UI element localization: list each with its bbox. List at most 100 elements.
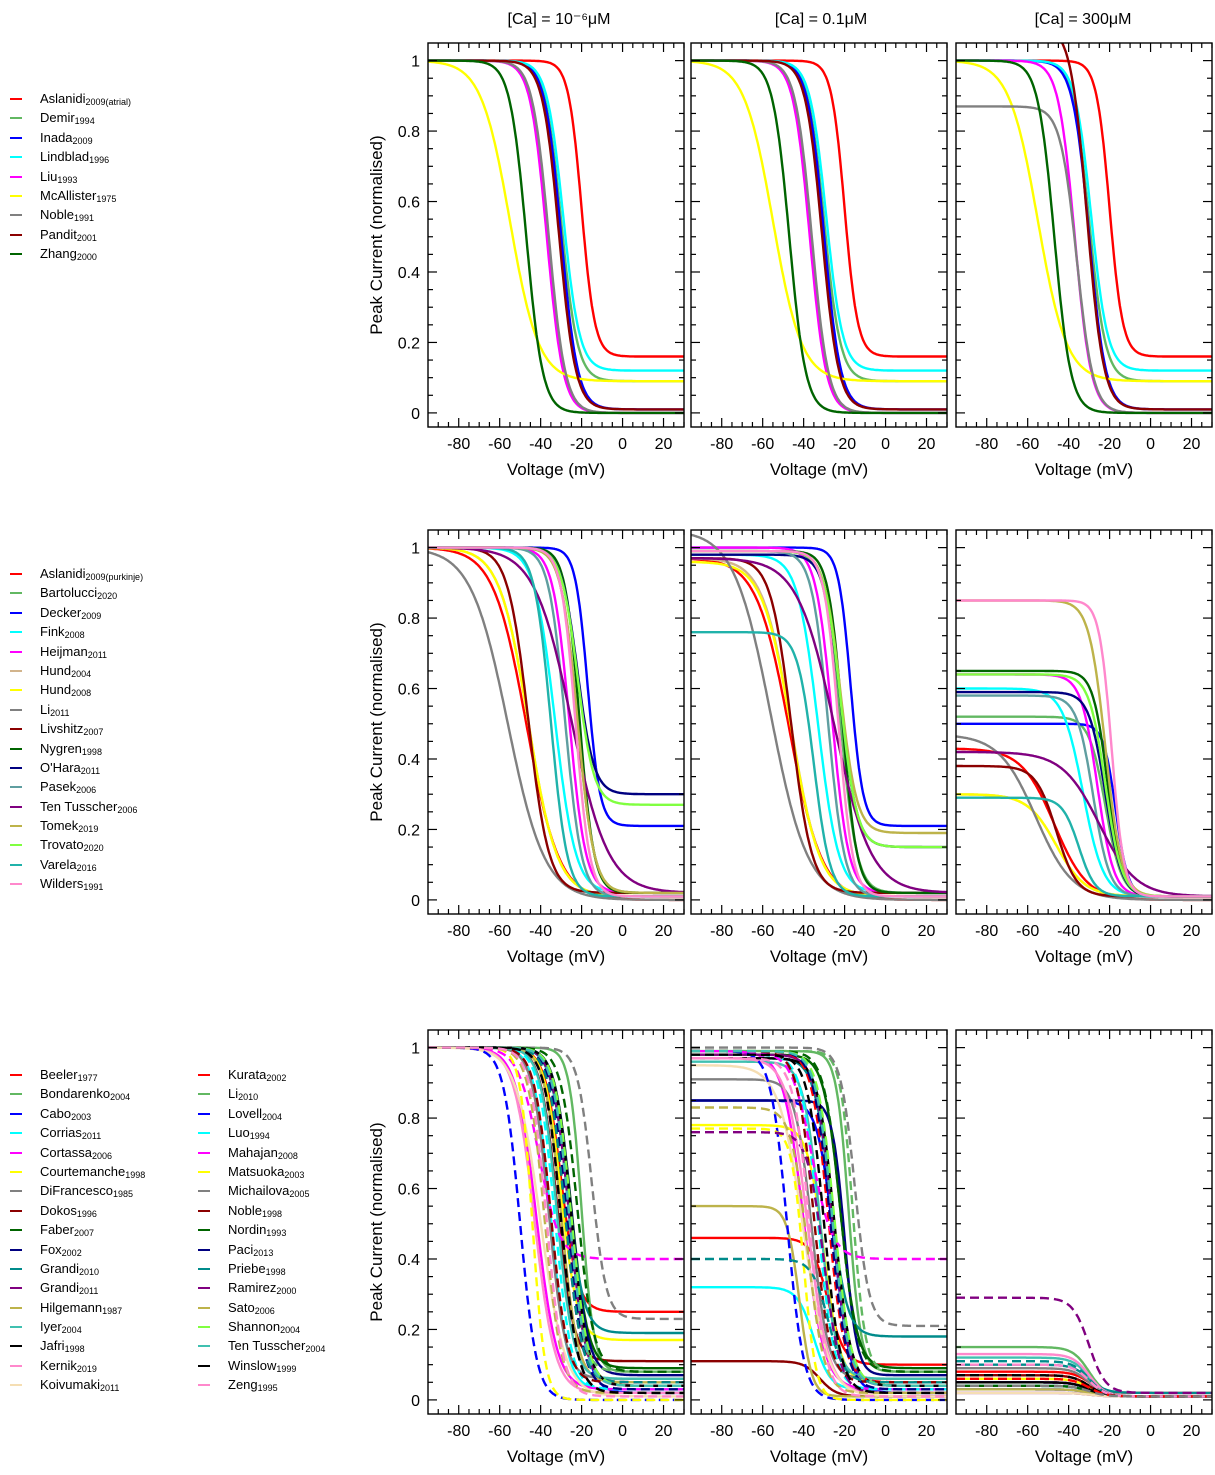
legend-label: Fink2008 <box>40 624 85 641</box>
legend-label: Ten Tusscher2006 <box>40 798 138 815</box>
series-line <box>956 59 1212 415</box>
series-line <box>956 60 1212 383</box>
panel-1-2: -80 -60 -40 -20 0 20 Voltage (mV) <box>690 42 948 479</box>
legend-swatch <box>10 1112 22 1115</box>
x-tick-label: -20 <box>570 923 593 940</box>
legend-label: Inada2009 <box>40 129 93 146</box>
series-line <box>691 1057 947 1398</box>
series-line <box>956 1296 1212 1395</box>
legend-swatch <box>10 214 22 217</box>
legend-label: Michailova2005 <box>228 1183 310 1200</box>
x-tick-label: -80 <box>710 436 733 453</box>
x-tick-label: -80 <box>975 1423 998 1440</box>
legend-label: Pasek2006 <box>40 779 97 796</box>
x-tick-label: -20 <box>1098 436 1121 453</box>
legend-label: Mahajan2008 <box>228 1144 298 1161</box>
series-line <box>956 796 1212 898</box>
legend-swatch <box>10 233 22 236</box>
y-tick-label: 0.4 <box>398 752 420 769</box>
y-axis-label: Peak Current (normalised) <box>367 622 386 821</box>
legend-label: Koivumaki2011 <box>40 1377 120 1394</box>
x-tick-label: -60 <box>488 436 511 453</box>
y-tick-label: 0.8 <box>398 1111 420 1128</box>
legend-label: Corrias2011 <box>40 1125 102 1142</box>
legend-label: Fox2002 <box>40 1241 82 1258</box>
legend-swatch <box>198 1112 210 1115</box>
series-line <box>691 533 947 902</box>
series-line <box>428 1046 684 1387</box>
x-tick-label: 0 <box>618 923 627 940</box>
x-tick-label: -20 <box>833 923 856 940</box>
x-tick-label: -40 <box>792 1423 815 1440</box>
legend-label: Faber2007 <box>40 1222 94 1239</box>
legend-label: Ten Tusscher2004 <box>228 1338 326 1355</box>
x-tick-label: -80 <box>710 923 733 940</box>
legend-swatch <box>10 253 22 256</box>
y-tick-label: 0.2 <box>398 1322 420 1339</box>
legend-swatch <box>10 573 22 575</box>
legend-label: Liu1993 <box>40 168 78 185</box>
x-tick-label: -80 <box>447 436 470 453</box>
panel-curves <box>956 1296 1212 1398</box>
legend-swatch <box>198 1209 210 1212</box>
legend-label: DiFrancesco1985 <box>40 1183 133 1200</box>
legend-label: Nordin1993 <box>228 1222 287 1239</box>
x-tick-label: -40 <box>1057 1423 1080 1440</box>
x-tick-label: -40 <box>1057 436 1080 453</box>
panel-1-3: -80 -60 -40 -20 0 20 Voltage (mV) <box>955 42 1213 479</box>
legend-swatch <box>10 1170 22 1173</box>
legend-swatch <box>10 156 22 159</box>
series-line <box>428 59 684 415</box>
legend-swatch <box>10 611 22 614</box>
legend-label: Tomek2019 <box>40 818 99 835</box>
series-line <box>956 735 1212 902</box>
legend-label: Hund2004 <box>40 662 92 679</box>
legend-label: Aslanidi2009(purkinje) <box>40 566 144 582</box>
y-tick-label: 0.8 <box>398 611 420 628</box>
legend-swatch <box>10 1326 22 1329</box>
legend-label: Pandit2001 <box>40 226 97 243</box>
series-line <box>691 1064 947 1398</box>
legend-swatch <box>10 805 22 808</box>
series-line <box>428 59 684 415</box>
legend-label: Grandi2010 <box>40 1260 100 1277</box>
series-line <box>691 1257 947 1384</box>
legend-label: Dokos1996 <box>40 1202 97 1219</box>
series-line <box>691 549 947 898</box>
legend-label: Noble1998 <box>228 1202 282 1219</box>
series-line <box>691 546 947 895</box>
legend-swatch <box>10 1151 22 1154</box>
y-axis-label: Peak Current (normalised) <box>367 1122 386 1321</box>
legend-label: O'Hara2011 <box>40 759 101 776</box>
panel-2-2: -80 -60 -40 -20 0 20 Voltage (mV) <box>690 529 948 966</box>
series-line <box>691 59 947 415</box>
legend-swatch <box>10 1384 22 1387</box>
series-line <box>428 59 684 415</box>
y-tick-label: 0.8 <box>398 124 420 141</box>
legend-swatch <box>10 1132 22 1135</box>
x-tick-label: -80 <box>710 1423 733 1440</box>
legend-swatch <box>10 1287 22 1290</box>
y-tick-label: 0.6 <box>398 195 420 212</box>
series-line <box>691 59 947 415</box>
x-tick-label: 0 <box>618 1423 627 1440</box>
y-tick-label: 1 <box>411 54 420 71</box>
x-axis-label: Voltage (mV) <box>507 947 605 966</box>
legend-swatch <box>10 194 22 197</box>
legend-label: Paci2013 <box>228 1241 274 1258</box>
panel-frame <box>955 529 1213 915</box>
y-tick-label: 0.2 <box>398 335 420 352</box>
legend-swatch <box>198 1326 210 1329</box>
legend-label: Zeng1995 <box>228 1377 278 1394</box>
legend-label: Shannon2004 <box>228 1319 301 1336</box>
legend-label: Trovato2020 <box>40 837 104 854</box>
column-title-1: [Ca] = 10⁻⁶μM <box>508 11 611 28</box>
legend-swatch <box>10 1364 22 1367</box>
panel-3-2: -80 -60 -40 -20 0 20 Voltage (mV) <box>690 1029 948 1466</box>
legend-swatch <box>198 1287 210 1290</box>
panel-curves <box>428 59 684 415</box>
x-axis-label: Voltage (mV) <box>770 460 868 479</box>
x-tick-label: 20 <box>918 1423 936 1440</box>
legend-label: Kurata2002 <box>228 1067 287 1083</box>
x-tick-label: -60 <box>1016 436 1039 453</box>
